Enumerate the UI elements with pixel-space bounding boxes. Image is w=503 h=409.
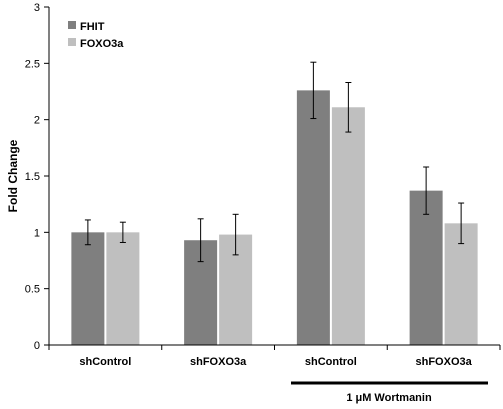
x-category-label: shFOXO3a — [416, 356, 473, 368]
y-tick-label: 2.5 — [25, 58, 40, 70]
group-bracket-label: 1 μM Wortmanin — [346, 392, 432, 404]
legend-swatch — [68, 21, 76, 29]
bar-fhit — [409, 190, 443, 345]
y-tick-label: 2 — [34, 115, 40, 127]
bar-foxo3a — [331, 107, 365, 345]
legend-label: FHIT — [80, 21, 105, 33]
x-axis: shControl shFOXO3a shControl shFOXO3a — [48, 344, 501, 368]
y-tick-label: 1 — [34, 227, 40, 239]
y-axis: 0 0.5 1 1.5 2 2.5 3 — [25, 2, 50, 352]
x-category-label: shControl — [79, 356, 131, 368]
bar-fhit — [71, 232, 105, 345]
error-bars — [84, 61, 465, 263]
y-axis-title: Fold Change — [6, 139, 20, 212]
legend-label: FOXO3a — [80, 38, 124, 50]
y-tick-label: 0 — [34, 340, 40, 352]
y-tick-label: 3 — [34, 2, 40, 14]
legend: FHIT FOXO3a — [68, 21, 124, 50]
legend-swatch — [68, 38, 76, 46]
bars — [71, 90, 478, 345]
x-category-label: shControl — [305, 356, 357, 368]
x-category-label: shFOXO3a — [190, 356, 247, 368]
bar-fhit — [296, 90, 330, 345]
y-tick-label: 1.5 — [25, 171, 40, 183]
y-tick-label: 0.5 — [25, 284, 40, 296]
bar-foxo3a — [106, 232, 140, 345]
